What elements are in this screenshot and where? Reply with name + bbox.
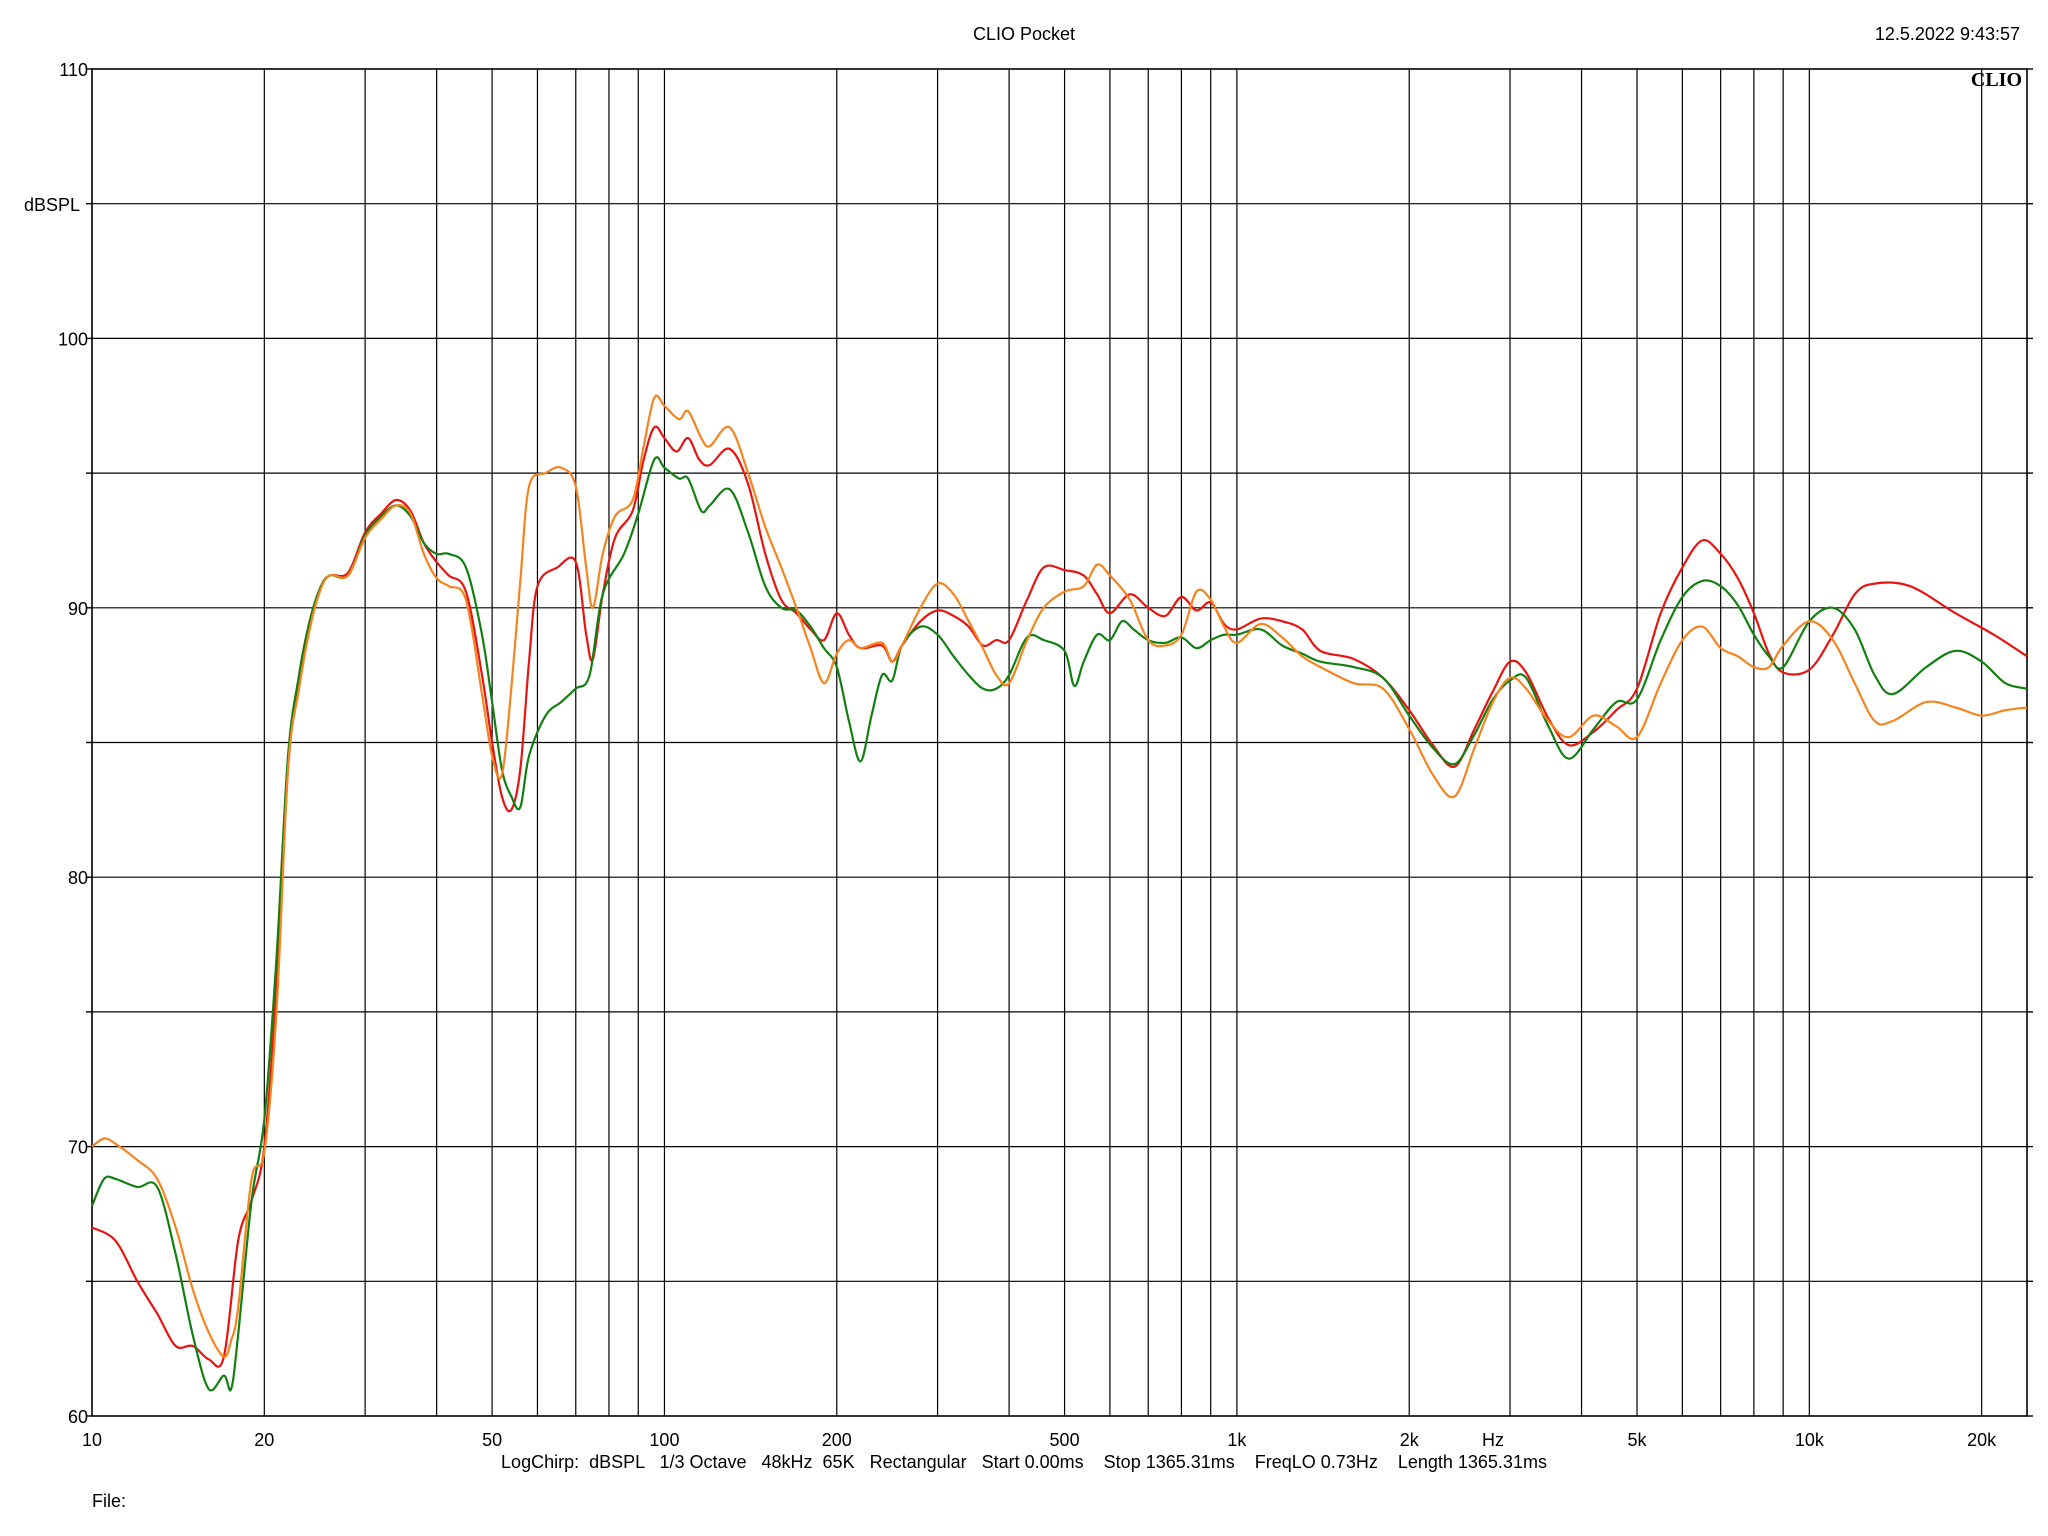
y-axis-label: dBSPL — [24, 195, 80, 215]
y-tick-label: 70 — [68, 1138, 88, 1158]
y-tick-label: 100 — [58, 329, 88, 349]
x-tick-label: 20k — [1967, 1430, 1997, 1450]
timestamp: 12.5.2022 9:43:57 — [1874, 24, 2020, 44]
x-tick-label: 500 — [1050, 1430, 1080, 1450]
x-tick-label: 50 — [482, 1430, 502, 1450]
clio-logo: CLIO — [1971, 69, 2022, 91]
x-tick-label: 10 — [82, 1430, 102, 1450]
y-tick-label: 60 — [68, 1407, 88, 1427]
x-axis-label: Hz — [1482, 1430, 1504, 1450]
y-tick-label: 110 — [59, 60, 88, 80]
y-tick-label: 80 — [68, 868, 88, 888]
x-tick-label: 5k — [1628, 1430, 1648, 1450]
series-line-3 — [91, 394, 2028, 1358]
y-tick-label: 90 — [68, 599, 88, 619]
x-tick-label: 20 — [254, 1430, 274, 1450]
grid — [92, 69, 2027, 1416]
measurement-settings: LogChirp: dBSPL 1/3 Octave 48kHz 65K Rec… — [501, 1452, 1547, 1472]
x-tick-label: 10k — [1795, 1430, 1825, 1450]
chart-title: CLIO Pocket — [972, 24, 1076, 44]
series — [90, 394, 2028, 1392]
series-line-1 — [91, 425, 2028, 1368]
x-tick-label: 2k — [1400, 1430, 1420, 1450]
x-axis-ticks: 10 20 50 100 200 500 1k 2k 5k 10k 20k — [82, 1430, 1997, 1450]
x-tick-label: 1k — [1227, 1430, 1247, 1450]
x-tick-label: 100 — [649, 1430, 679, 1450]
series-line-2 — [90, 456, 2028, 1392]
file-label: File: — [92, 1491, 127, 1511]
y-axis-ticks: 110 100 90 80 70 60 — [58, 60, 2033, 1427]
x-tick-label: 200 — [822, 1430, 852, 1450]
